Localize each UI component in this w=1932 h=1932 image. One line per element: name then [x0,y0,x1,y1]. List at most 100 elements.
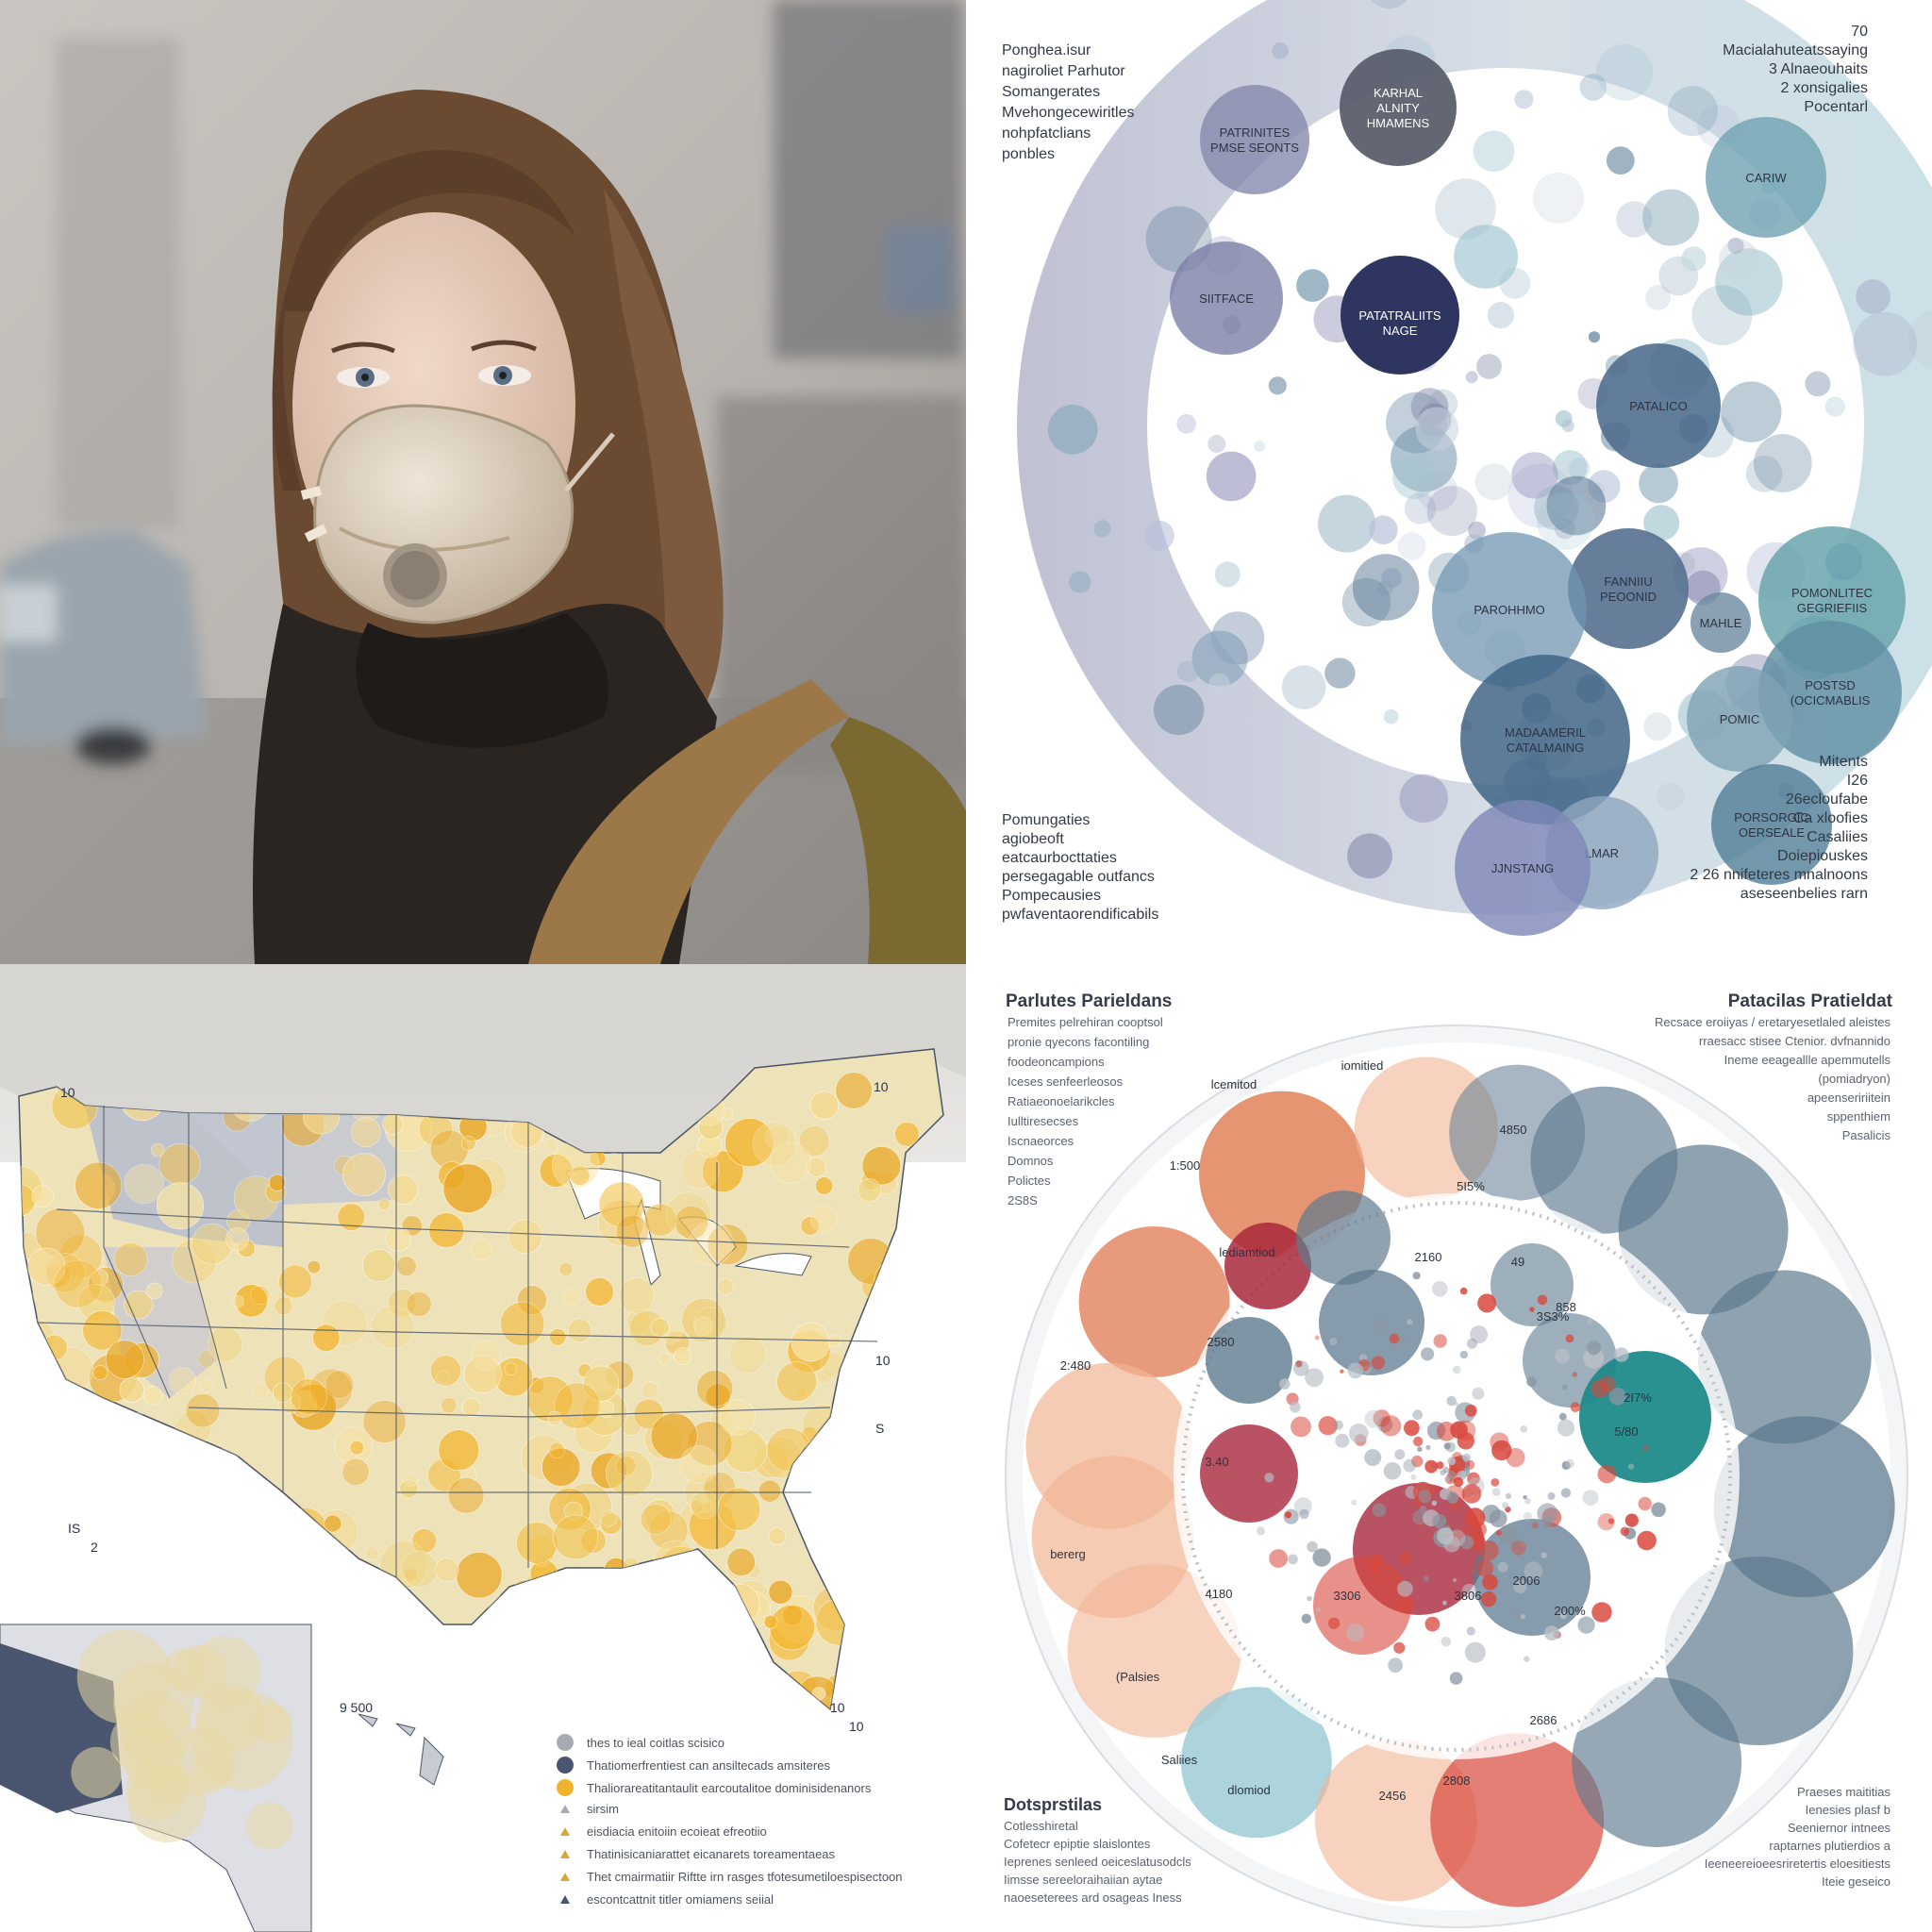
bubble [1153,684,1205,736]
bubble [1715,248,1783,316]
ring-bubble [1449,1064,1586,1201]
map-scale-label: 10 [874,1079,889,1094]
ring-value-label: 858 [1556,1300,1576,1314]
map-legend-label: eisdiacia enitoiin ecoieat efreotiio [587,1824,767,1839]
map-dot [291,1378,327,1415]
ring-footer-left: Ieprenes senleed oeiceslatusodcls [1004,1855,1191,1869]
cluster-footer-left: Pompecausies [1002,888,1101,904]
map-dot [382,1113,404,1135]
bubble-label: JJNSTANG [1491,861,1554,875]
bubble-major [1690,592,1751,653]
cluster-header-left: Somangerates [1002,84,1101,100]
car-blur [0,528,208,764]
ring-dot [1466,1338,1477,1349]
map-dot [351,1117,381,1147]
map-dot [765,1125,790,1150]
ring-subtitle-right: sppenthiem [1826,1109,1890,1124]
bubble [1296,269,1329,302]
ring-dot [1637,1530,1657,1551]
cluster-footer-left: agiobeoft [1002,831,1064,847]
bubble-label: FANNIIU [1604,575,1652,589]
ring-dot [1565,1458,1574,1469]
ring-dot [1467,1472,1480,1486]
bubble [1416,470,1457,511]
bubble [1404,492,1437,525]
map-legend-item: Thet cmairmatiir Riftte irn rasges tfote… [557,1870,903,1884]
map-dot [548,1441,566,1459]
map-dot [463,1355,502,1394]
bubble-label: PAROHHMO [1474,603,1545,617]
map-dot [861,1146,902,1186]
ring-dot [1432,1514,1447,1529]
ring-value-label: 3306 [1334,1589,1361,1603]
map-dot [504,1362,517,1375]
ring-dot [1407,1319,1413,1325]
map-dot [54,1259,103,1308]
bubble [1718,239,1759,280]
bubble [1281,665,1326,709]
bubble-label: CATALMAING [1507,741,1585,755]
cluster-header-left: nohpfatclians [1002,125,1091,142]
ring-inner-bubble [1579,1351,1711,1483]
ring-dot [1290,1401,1301,1413]
ring-value-label: 2456 [1379,1789,1407,1803]
bubble [1533,172,1584,224]
ring-dot [1547,1491,1556,1500]
ring-dot [1459,1287,1468,1295]
cluster-footer-right: aseseenbelies rarn [1740,886,1868,902]
ring-value-label: 1:500 [1170,1158,1201,1173]
map-dot [598,1181,645,1228]
cluster-header-right: 3 Alnaeouhaits [1769,61,1868,77]
ring-dot [1627,1463,1635,1470]
bubble [1318,494,1376,553]
bubble [1069,571,1091,593]
ring-footer-right: Iteie geseico [1822,1874,1890,1889]
ring-value-label: iomitied [1341,1058,1384,1073]
ring-dot [1587,1318,1593,1324]
ring-dot [1340,1369,1344,1374]
map-dot [600,1509,618,1527]
bubble-major [1706,117,1826,238]
ring-dot [1437,1527,1455,1545]
ring-dot [1393,1641,1406,1654]
cluster-footer-right: 2 26 nnifeteres mnalnoons [1690,867,1868,883]
ring-dot [1464,1641,1486,1663]
map-dot [27,1247,66,1286]
bubble-major [1596,343,1721,468]
ring-dot [1364,1449,1382,1467]
bubble-label: POMIC [1720,712,1760,726]
ring-dot [1424,1459,1439,1474]
bubble-label: PEOONID [1600,590,1657,604]
ring-value-label: 2:480 [1060,1358,1091,1373]
map-dot [404,1568,418,1582]
ring-dot [1389,1333,1400,1344]
map-dot [693,1307,728,1341]
ring-dot [1293,1360,1309,1376]
map-legend-item: eisdiacia enitoiin ecoieat efreotiio [557,1824,767,1839]
bubble [1805,371,1831,397]
ring-dot [1257,1526,1265,1536]
ring-dot [1443,1442,1451,1450]
ring-dot [1433,1486,1440,1492]
map-dot [770,1142,811,1184]
map-dot [701,1150,744,1193]
map-legend-item: Thaliorareatitantaulit earcoutalitoe dom… [557,1779,871,1796]
bubble [1371,0,1407,9]
bubble-major [1341,256,1459,375]
ring-dot [1608,1388,1626,1406]
bubble [1667,86,1718,137]
map-dot [768,1579,793,1605]
ring-value-label: 5I5% [1457,1179,1485,1193]
alaska-inset [0,1624,312,1932]
map-dot [597,1400,615,1418]
triangle-gray-icon [560,1805,570,1813]
ring-dot [1607,1518,1614,1524]
map-dot [349,1440,365,1456]
ring-dot [1531,1522,1539,1529]
map-dot [563,1289,580,1306]
bubble [1596,43,1653,101]
map-dot [447,1477,485,1514]
cluster-footer-right: Ca xloofies [1792,810,1868,826]
map-dot [680,1149,721,1190]
ring-value-label: 2160 [1415,1250,1442,1264]
